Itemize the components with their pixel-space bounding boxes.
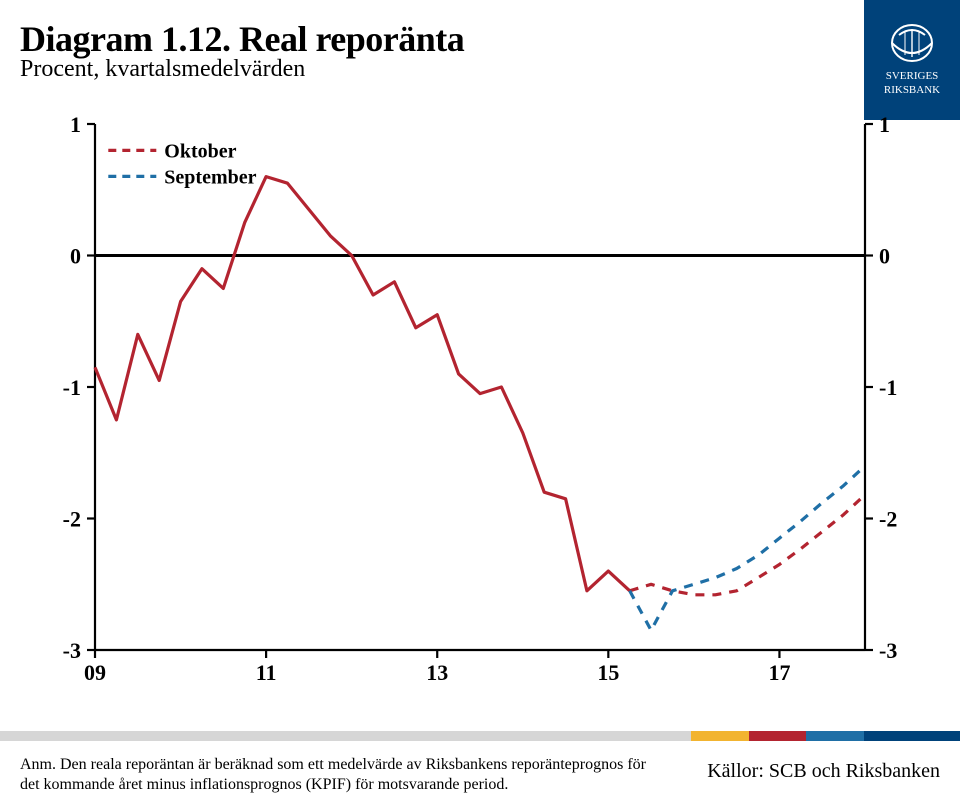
series-oktober-forecast: [630, 495, 865, 595]
footer-rule-segment: [806, 731, 864, 741]
footer-rule: [0, 731, 960, 741]
x-tick-label: 17: [768, 660, 790, 685]
y-tick-label-right: 1: [879, 112, 890, 137]
title-block: Diagram 1.12. Real reporänta Procent, kv…: [20, 18, 464, 83]
logo-line2: RIKSBANK: [884, 84, 940, 96]
y-tick-label-right: 0: [879, 244, 890, 269]
footer-rule-segment: [749, 731, 807, 741]
y-tick-label-left: -3: [63, 638, 81, 663]
y-tick-label-left: 1: [70, 112, 81, 137]
source-label: Källor: SCB och Riksbanken: [707, 760, 940, 783]
footnote: Anm. Den reala reporäntan är beräknad so…: [20, 755, 660, 795]
y-tick-label-left: -2: [63, 507, 81, 532]
x-tick-label: 13: [426, 660, 448, 685]
series-september-forecast: [630, 466, 865, 630]
y-tick-label-left: 0: [70, 244, 81, 269]
legend-label: Oktober: [164, 140, 236, 162]
y-tick-label-right: -2: [879, 507, 897, 532]
legend-label: September: [164, 166, 256, 188]
riksbank-logo: SVERIGES RIKSBANK: [864, 0, 960, 120]
y-tick-label-right: -3: [879, 638, 897, 663]
footer-rule-segment: [864, 731, 960, 741]
x-tick-label: 11: [256, 660, 277, 685]
footer-rule-segment: [691, 731, 749, 741]
x-tick-label: 15: [597, 660, 619, 685]
page: Diagram 1.12. Real reporänta Procent, kv…: [0, 0, 960, 807]
chart-title: Diagram 1.12. Real reporänta: [20, 18, 464, 60]
x-tick-label: 09: [84, 660, 106, 685]
chart-subtitle: Procent, kvartalsmedelvärden: [20, 56, 464, 83]
series-oktober-actual: [95, 177, 630, 591]
chart: -3-3-2-2-1-100110911131517OktoberSeptemb…: [40, 110, 920, 690]
logo-line1: SVERIGES: [886, 70, 939, 82]
y-tick-label-right: -1: [879, 375, 897, 400]
y-tick-label-left: -1: [63, 375, 81, 400]
crest-icon: [892, 25, 932, 61]
footer-rule-segment: [0, 731, 691, 741]
